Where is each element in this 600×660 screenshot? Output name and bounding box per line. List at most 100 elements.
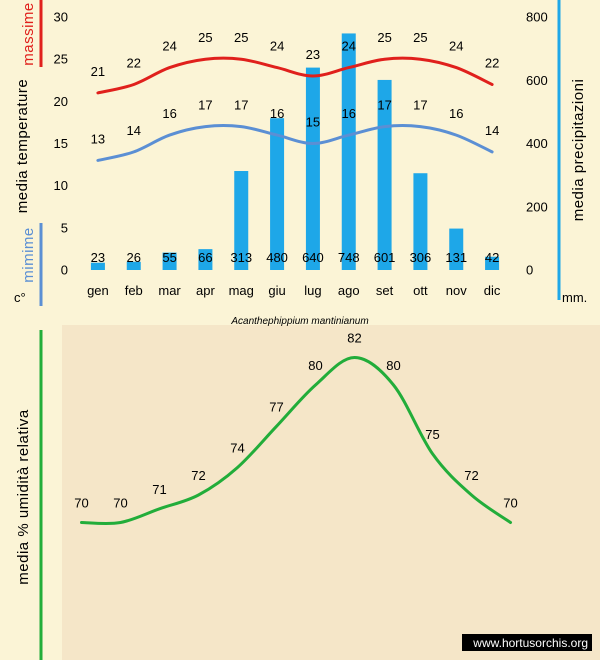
precipitation-data-label: 26: [127, 250, 141, 265]
temperature-data-label: 22: [127, 55, 141, 70]
humidity-data-label: 71: [152, 482, 166, 497]
watermark-text: www.hortusorchis.org: [472, 636, 588, 650]
temperature-data-label: 14: [127, 123, 141, 138]
left-axis-tick-label: 30: [54, 10, 68, 25]
month-tick-label: mag: [229, 283, 254, 298]
precipitation-bar: [341, 33, 356, 270]
left-axis-tick-label: 25: [54, 52, 68, 67]
right-axis-unit: mm.: [562, 290, 587, 305]
humidity-chart: media % umidità relativa 70 70 71 72 74 77 80 82…: [15, 330, 518, 660]
temperature-data-label: 17: [377, 98, 391, 113]
right-axis-title: media precipitazioni: [570, 79, 587, 222]
right-axis-tick-label: 600: [526, 73, 548, 88]
species-caption: Acanthephippium mantinianum: [230, 316, 368, 327]
temperature-data-label: 17: [234, 98, 248, 113]
precipitation-bar: [449, 228, 464, 270]
temperature-data-label: 16: [162, 106, 176, 121]
month-tick-label: lug: [304, 283, 321, 298]
temperature-data-label: 25: [377, 30, 391, 45]
precipitation-bar: [126, 261, 141, 270]
left-axis-unit: c°: [14, 290, 26, 305]
temperature-data-label: 16: [270, 106, 284, 121]
month-tick-label: set: [376, 283, 394, 298]
precipitation-data-label: 42: [485, 250, 499, 265]
precipitation-bar: [234, 171, 249, 270]
month-tick-label: dic: [484, 283, 501, 298]
humidity-data-label: 82: [347, 331, 361, 346]
humidity-data-label: 70: [74, 496, 88, 511]
month-tick-label: nov: [446, 283, 467, 298]
temperature-precipitation-chart: 0 5 10 15 20 25 30 0 200 400 600 800 gen feb mar apr mag…: [14, 0, 587, 327]
humidity-line: [80, 355, 512, 526]
humidity-data-label: 80: [308, 358, 322, 373]
month-tick-label: feb: [125, 283, 143, 298]
month-tick-label: gen: [87, 283, 109, 298]
left-axis-tick-label: 0: [61, 263, 68, 278]
precipitation-data-label: 601: [374, 250, 396, 265]
humidity-data-label: 70: [503, 496, 517, 511]
temperature-data-label: 17: [198, 98, 212, 113]
humidity-panel-background: [62, 325, 600, 660]
min-series-name: mimime: [20, 227, 37, 283]
precipitation-data-label: 748: [338, 250, 360, 265]
temperature-data-label: 14: [485, 123, 499, 138]
precipitation-data-label: 23: [91, 250, 105, 265]
temperature-data-label: 16: [342, 106, 356, 121]
temperature-data-label: 24: [342, 39, 356, 54]
top-panel-background: [0, 0, 600, 318]
temperature-data-label: 24: [449, 39, 463, 54]
precipitation-data-label: 131: [445, 250, 467, 265]
month-tick-label: apr: [196, 283, 215, 298]
humidity-data-label: 72: [191, 468, 205, 483]
temperature-data-label: 16: [449, 106, 463, 121]
temperature-data-label: 25: [413, 30, 427, 45]
humidity-data-label: 80: [386, 358, 400, 373]
temperature-data-label: 21: [91, 64, 105, 79]
precipitation-data-label: 480: [266, 250, 288, 265]
left-axis-tick-label: 20: [54, 94, 68, 109]
precipitation-data-label: 306: [410, 250, 432, 265]
temperature-line-mimime: [96, 124, 494, 162]
temperature-data-label: 25: [234, 30, 248, 45]
right-axis-tick-label: 200: [526, 199, 548, 214]
month-tick-label: giu: [268, 283, 285, 298]
left-axis-tick-label: 10: [54, 178, 68, 193]
temperature-data-label: 24: [162, 39, 176, 54]
right-axis-tick-label: 0: [526, 263, 533, 278]
right-axis-tick-label: 800: [526, 10, 548, 25]
precipitation-bar: [162, 252, 177, 270]
precipitation-data-label: 313: [230, 250, 252, 265]
temperature-data-label: 13: [91, 131, 105, 146]
precipitation-bar: [485, 256, 500, 270]
temperature-data-label: 24: [270, 39, 284, 54]
temperature-data-label: 17: [413, 98, 427, 113]
temperature-data-label: 23: [306, 47, 320, 62]
precipitation-bar: [90, 262, 105, 270]
precipitation-bar: [198, 249, 213, 270]
month-tick-label: mar: [158, 283, 181, 298]
humidity-data-label: 75: [425, 427, 439, 442]
precipitation-bar: [413, 173, 428, 270]
humidity-axis-title: media % umidità relativa: [15, 409, 32, 585]
humidity-data-label: 74: [230, 441, 244, 456]
temperature-data-label: 22: [485, 55, 499, 70]
humidity-data-label: 70: [113, 496, 127, 511]
max-series-name: massime: [20, 2, 37, 66]
precipitation-bar: [270, 118, 285, 270]
humidity-data-label: 77: [269, 399, 283, 414]
left-axis-title: media temperature: [14, 79, 31, 213]
left-axis-tick-label: 5: [61, 220, 68, 235]
temperature-line-massime: [96, 56, 494, 95]
precipitation-data-label: 55: [162, 250, 176, 265]
left-axis-tick-label: 15: [54, 136, 68, 151]
month-tick-label: ott: [413, 283, 428, 298]
precipitation-data-label: 66: [198, 250, 212, 265]
watermark-background: [462, 634, 592, 651]
temperature-data-label: 25: [198, 30, 212, 45]
month-tick-label: ago: [338, 283, 360, 298]
precipitation-bar: [305, 67, 320, 270]
right-axis-tick-label: 400: [526, 136, 548, 151]
precipitation-data-label: 640: [302, 250, 324, 265]
temperature-data-label: 15: [306, 115, 320, 130]
